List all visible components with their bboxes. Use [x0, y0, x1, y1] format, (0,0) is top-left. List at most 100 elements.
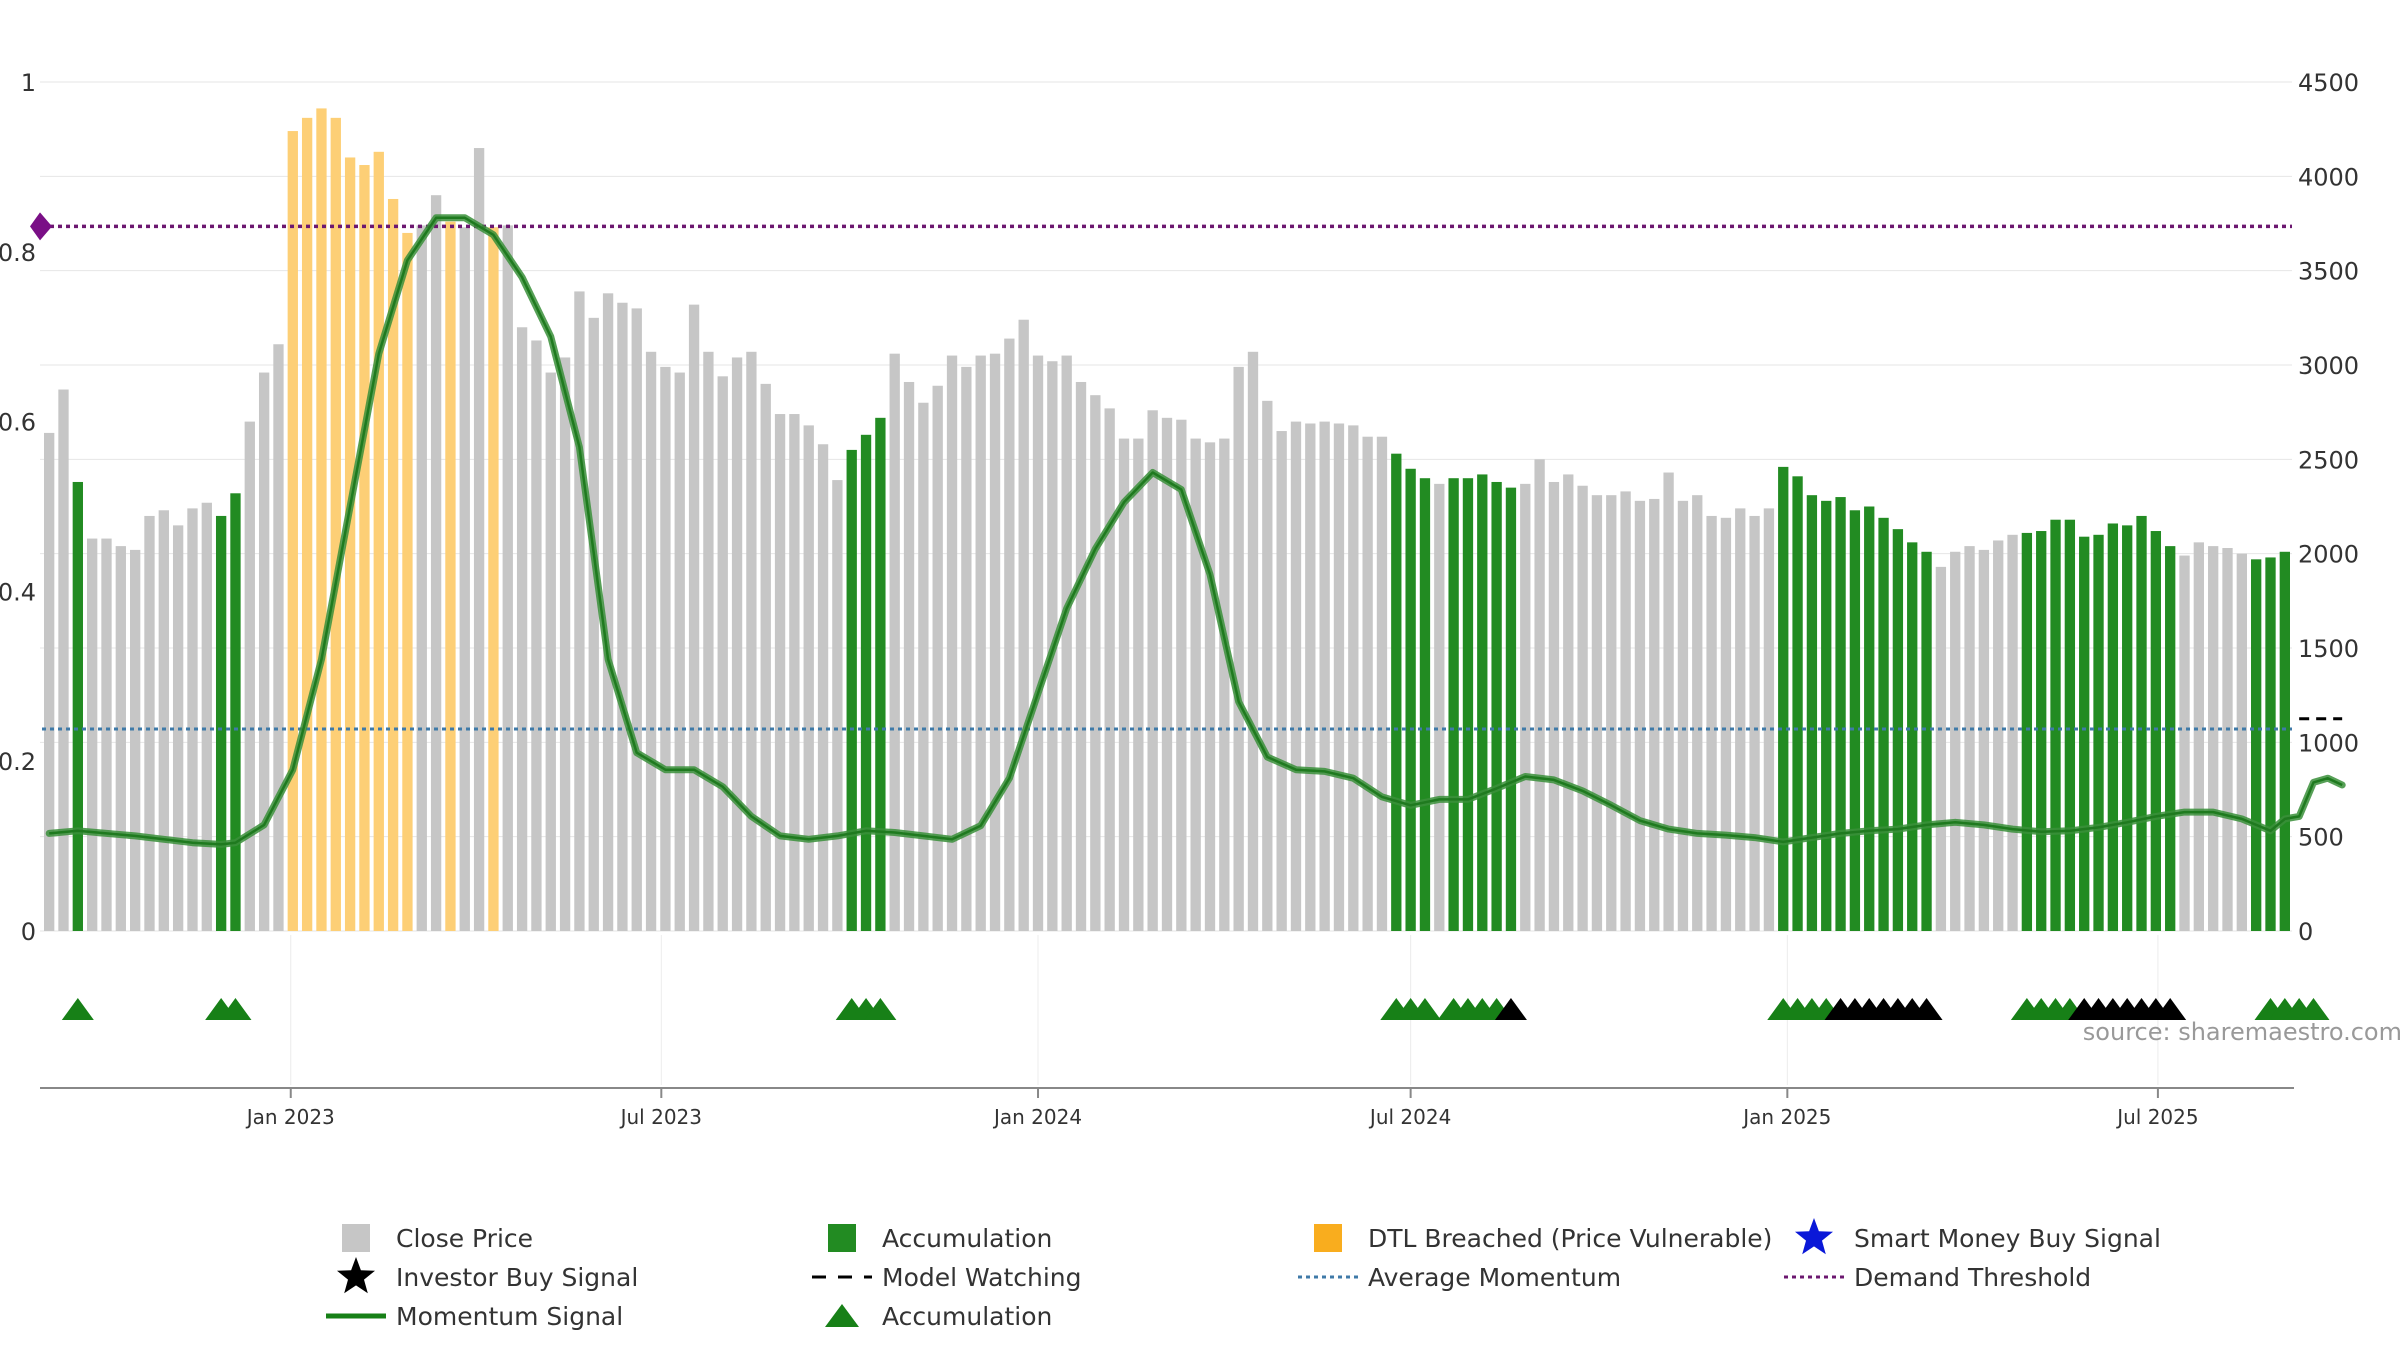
price-bar: [1520, 483, 1531, 931]
right-axis-tick-label: 0: [2298, 918, 2313, 946]
price-bar: [1534, 459, 1545, 931]
accumulation-marker: [219, 998, 252, 1020]
price-bar: [1290, 421, 1302, 931]
price-bar: [602, 293, 614, 932]
x-axis-tick-label: Jul 2024: [1368, 1105, 1451, 1129]
legend-item-smart: Smart Money Buy Signal: [1795, 1218, 2161, 1255]
price-bar: [58, 389, 69, 931]
legend-item-close: Close Price: [342, 1224, 533, 1253]
price-bar: [1763, 508, 1775, 931]
price-bar: [101, 538, 112, 931]
investor-buy-marker: [1910, 998, 1943, 1020]
price-bar: [1161, 417, 1173, 931]
price-bar: [129, 549, 141, 931]
legend-star-icon: [1795, 1218, 1833, 1255]
right-axis-tick-label: 3000: [2298, 352, 2359, 380]
legend-item-accum: Accumulation: [828, 1224, 1052, 1253]
price-bar: [760, 383, 771, 931]
price-bar: [1376, 436, 1388, 931]
price-bar: [1305, 423, 1316, 931]
price-bar: [1950, 551, 1961, 931]
legend-label: Average Momentum: [1368, 1263, 1621, 1292]
price-bar: [1104, 408, 1115, 932]
legend-label: DTL Breached (Price Vulnerable): [1368, 1224, 1772, 1253]
right-axis-tick-label: 3500: [2298, 258, 2359, 286]
source-label: source: sharemaestro.com: [2083, 1018, 2400, 1046]
price-bar: [459, 227, 470, 932]
price-bar: [1032, 355, 1044, 932]
price-bar: [1219, 438, 1230, 931]
price-bar: [1778, 466, 1789, 931]
price-bar: [1348, 425, 1359, 931]
price-bar: [1247, 351, 1259, 931]
price-bar: [1333, 423, 1345, 931]
price-bar: [2251, 559, 2262, 931]
price-bar: [502, 225, 513, 932]
left-axis-tick-label: 0.2: [0, 748, 36, 776]
legend-label: Model Watching: [882, 1263, 1082, 1292]
price-bar: [1964, 546, 1975, 931]
price-bar: [875, 417, 886, 931]
legend-triangle-icon: [825, 1304, 859, 1327]
price-bar: [373, 151, 384, 932]
legend: Close Price Accumulation DTL Breached (Pri…: [326, 1218, 2161, 1331]
left-axis-tick-label: 0.6: [0, 409, 36, 437]
price-bar: [688, 304, 700, 931]
price-bar: [2122, 525, 2133, 931]
price-bar: [144, 515, 155, 931]
price-bar: [316, 108, 327, 931]
price-bar: [87, 538, 98, 931]
price-bar: [617, 302, 628, 931]
price-bar: [445, 221, 456, 931]
price-bar: [1505, 487, 1517, 931]
accumulation-marker: [2297, 998, 2330, 1020]
left-axis-tick-label: 1: [21, 69, 36, 97]
accumulation-marker: [1408, 998, 1441, 1020]
price-bar: [1649, 498, 1660, 931]
price-bar: [1419, 478, 1431, 931]
price-bar: [1749, 515, 1760, 931]
price-bar: [201, 502, 212, 931]
legend-label: Accumulation: [882, 1302, 1052, 1331]
price-bar: [215, 515, 227, 931]
price-bar: [2236, 553, 2247, 931]
right-axis-tick-label: 2000: [2298, 541, 2359, 569]
price-bar: [1835, 497, 1846, 931]
price-bar: [1462, 478, 1474, 931]
legend-star-icon: [337, 1257, 375, 1294]
price-bars: [44, 108, 2290, 932]
price-bar: [244, 421, 255, 931]
price-bar: [1892, 529, 1904, 931]
price-bar: [1849, 510, 1861, 931]
price-bar: [1233, 366, 1244, 931]
price-bar: [846, 449, 857, 931]
right-axis-tick-label: 1500: [2298, 635, 2359, 663]
price-bar: [230, 493, 241, 931]
price-bar: [803, 425, 814, 931]
price-bar: [1434, 483, 1445, 931]
price-bar: [918, 402, 929, 931]
price-bar: [1864, 506, 1875, 931]
price-bar: [430, 195, 442, 931]
price-bar: [1405, 468, 1416, 931]
price-bar: [344, 157, 356, 931]
price-bar: [72, 481, 83, 931]
price-bar: [1075, 381, 1087, 932]
legend-item-avg: Average Momentum: [1298, 1263, 1621, 1292]
price-bar: [832, 480, 843, 931]
legend-label: Close Price: [396, 1224, 533, 1253]
price-bar: [1735, 508, 1746, 931]
accumulation-marker: [864, 998, 897, 1020]
price-bar: [2107, 523, 2119, 931]
price-bar: [2193, 542, 2205, 931]
price-bar: [387, 198, 399, 931]
price-bar: [273, 344, 284, 931]
legend-label: Demand Threshold: [1854, 1263, 2091, 1292]
price-bar: [1176, 419, 1187, 931]
price-bar: [660, 366, 671, 931]
price-bar: [1993, 540, 2004, 931]
price-bar: [789, 414, 800, 931]
price-bar: [488, 227, 499, 932]
x-axis-tick-label: Jul 2025: [2115, 1105, 2198, 1129]
price-bar: [1190, 438, 1201, 931]
